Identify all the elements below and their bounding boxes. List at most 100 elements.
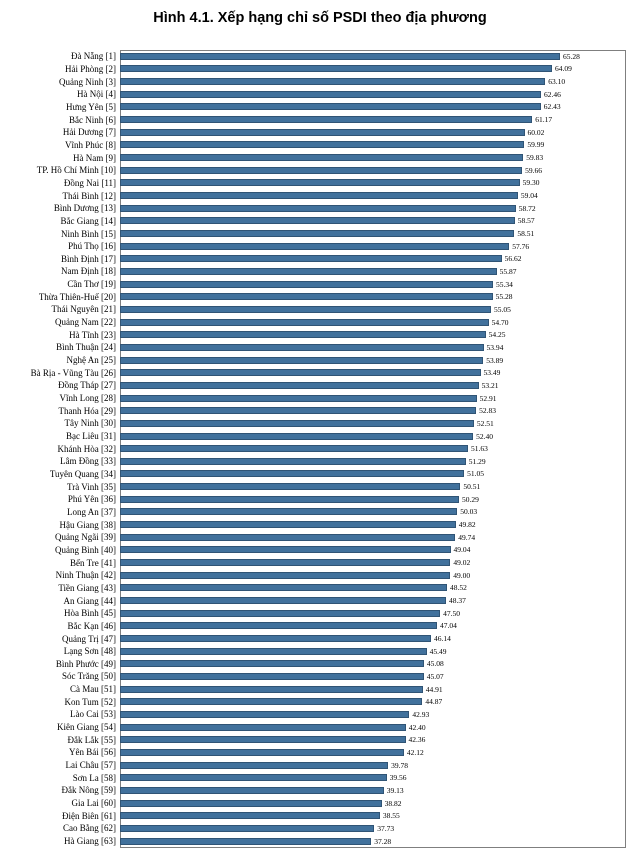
- bar-row: Thừa Thiên-Huế [20] 55.28: [0, 291, 640, 303]
- category-label: Bình Thuận [24]: [56, 342, 116, 353]
- bar-row: Bình Định [17] 56.62: [0, 253, 640, 265]
- bar-row: Bạc Liêu [31] 52.40: [0, 430, 640, 442]
- category-label: Bắc Giang [14]: [60, 215, 116, 226]
- bar: [120, 267, 497, 275]
- bar: [120, 495, 459, 503]
- bar: [120, 293, 493, 301]
- bar: [120, 255, 502, 263]
- bar-row: Thái Nguyên [21] 55.05: [0, 303, 640, 315]
- category-label: Nghệ An [25]: [66, 355, 117, 366]
- value-label: 54.25: [488, 330, 506, 340]
- value-label: 57.76: [512, 241, 530, 251]
- value-label: 58.72: [518, 203, 536, 213]
- bar-row: Sơn La [58] 39.56: [0, 772, 640, 784]
- value-label: 52.83: [479, 406, 496, 416]
- value-label: 59.66: [525, 165, 542, 175]
- value-label: 39.78: [391, 760, 408, 770]
- value-label: 47.04: [440, 621, 457, 631]
- bar: [120, 470, 465, 478]
- value-label: 49.00: [453, 570, 471, 580]
- category-label: Hòa Bình [45]: [64, 608, 116, 619]
- bar-row: Ninh Bình [15] 58.51: [0, 228, 640, 240]
- bar-row: Quảng Bình [40] 49.04: [0, 544, 640, 556]
- bar: [120, 356, 484, 364]
- bar: [120, 103, 541, 111]
- bar: [120, 280, 493, 288]
- category-label: Tuyên Quang [34]: [49, 468, 116, 479]
- category-label: Lai Châu [57]: [65, 760, 116, 771]
- value-label: 50.29: [461, 494, 479, 504]
- bar-row: Sóc Trăng [50] 45.07: [0, 670, 640, 682]
- bar-row: Cần Thơ [19] 55.34: [0, 278, 640, 290]
- bar-row: An Giang [44] 48.37: [0, 595, 640, 607]
- value-label: 42.36: [408, 735, 426, 745]
- category-label: Hà Giang [63]: [64, 836, 116, 847]
- category-label: Bình Dương [13]: [53, 203, 116, 214]
- category-label: Hà Nội [4]: [77, 89, 116, 100]
- bar-row: Ninh Thuận [42] 49.00: [0, 569, 640, 581]
- category-label: Cà Mau [51]: [70, 684, 116, 695]
- bar-row: Kiên Giang [54] 42.40: [0, 721, 640, 733]
- category-label: Hải Dương [7]: [62, 127, 116, 138]
- bar: [120, 635, 431, 643]
- category-label: Phú Thọ [16]: [68, 241, 116, 252]
- bar-row: Vĩnh Long [28] 52.91: [0, 392, 640, 404]
- bar-row: Hải Dương [7] 60.02: [0, 126, 640, 138]
- bar-row: Quảng Ngãi [39] 49.74: [0, 531, 640, 543]
- bar: [120, 483, 461, 491]
- category-label: Khánh Hòa [32]: [57, 443, 116, 454]
- category-label: Sơn La [58]: [72, 772, 116, 783]
- bar-row: Tuyên Quang [34] 51.05: [0, 468, 640, 480]
- value-label: 39.13: [386, 785, 404, 795]
- category-label: Bắc Kạn [46]: [67, 620, 116, 631]
- bar: [120, 812, 380, 820]
- value-label: 51.05: [467, 469, 484, 479]
- value-label: 49.04: [453, 545, 471, 555]
- bar-row: Thanh Hóa [29] 52.83: [0, 405, 640, 417]
- bar: [120, 318, 489, 326]
- category-label: Long An [37]: [67, 506, 116, 517]
- value-label: 62.46: [543, 89, 561, 99]
- bar: [120, 559, 451, 567]
- category-label: Đồng Tháp [27]: [58, 380, 116, 391]
- value-label: 42.93: [412, 709, 430, 719]
- bar-row: Kon Tum [52] 44.87: [0, 696, 640, 708]
- category-label: Đồng Nai [11]: [63, 177, 116, 188]
- value-label: 45.49: [429, 646, 447, 656]
- bar: [120, 533, 456, 541]
- bar: [120, 571, 451, 579]
- bar: [120, 660, 424, 668]
- bar: [120, 774, 387, 782]
- bar: [120, 824, 375, 832]
- bar-row: Bình Phước [49] 45.08: [0, 658, 640, 670]
- bar: [120, 710, 410, 718]
- bar-row: Vĩnh Phúc [8] 59.99: [0, 139, 640, 151]
- category-label: Yên Bái [56]: [69, 747, 116, 758]
- value-label: 48.52: [450, 583, 467, 593]
- category-label: Đà Nẵng [1]: [71, 51, 116, 62]
- value-label: 38.55: [382, 811, 400, 821]
- bar: [120, 723, 406, 731]
- value-label: 54.70: [491, 317, 509, 327]
- bar: [120, 204, 516, 212]
- category-label: Thừa Thiên-Huế [20]: [38, 291, 116, 302]
- value-label: 48.37: [449, 596, 466, 606]
- bar-row: Bình Thuận [24] 53.94: [0, 341, 640, 353]
- value-label: 45.08: [426, 659, 444, 669]
- bar-row: Hòa Bình [45] 47.50: [0, 607, 640, 619]
- bar: [120, 432, 474, 440]
- bar-row: Hưng Yên [5] 62.43: [0, 101, 640, 113]
- bar: [120, 609, 441, 617]
- bar-row: Hải Phòng [2] 64.09: [0, 63, 640, 75]
- bar-row: Long An [37] 50.03: [0, 506, 640, 518]
- category-label: Lạng Sơn [48]: [63, 646, 116, 657]
- value-label: 60.02: [527, 127, 545, 137]
- bar: [120, 736, 406, 744]
- bar-row: Đắk Lắk [55] 42.36: [0, 734, 640, 746]
- bar-row: Bắc Kạn [46] 47.04: [0, 620, 640, 632]
- value-label: 46.14: [433, 634, 451, 644]
- bar-row: Bà Rịa - Vũng Tàu [26] 53.49: [0, 367, 640, 379]
- value-label: 37.73: [377, 823, 395, 833]
- value-label: 52.51: [476, 418, 494, 428]
- bar: [120, 217, 515, 225]
